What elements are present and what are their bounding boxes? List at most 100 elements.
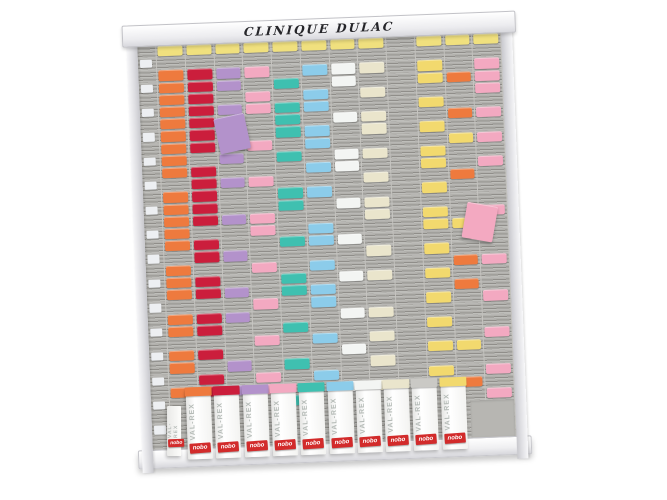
index-slot (145, 241, 163, 254)
card-slot (194, 287, 222, 300)
card-slot (303, 124, 331, 137)
t-card (313, 369, 339, 381)
card-slot (391, 170, 419, 183)
header-card (444, 34, 470, 46)
card-slot (372, 427, 400, 440)
card-slot (198, 385, 226, 398)
card-slot (339, 318, 367, 331)
index-slot (140, 106, 158, 119)
t-card (283, 321, 309, 333)
card-slot (189, 153, 217, 166)
card-slot (429, 413, 457, 426)
card-slot (476, 130, 504, 143)
t-card (245, 90, 271, 103)
index-slot (139, 94, 157, 107)
card-slot (278, 223, 306, 236)
t-card (369, 330, 395, 342)
card-slot (164, 252, 192, 265)
t-card (364, 196, 390, 208)
t-card (342, 380, 368, 392)
card-slot (427, 352, 455, 365)
t-card (424, 267, 450, 279)
index-tab (149, 303, 162, 313)
card-slot (339, 306, 367, 319)
card-slot (158, 93, 186, 106)
card-slot (158, 81, 186, 94)
card-slot (192, 214, 220, 227)
card-slot (474, 81, 502, 94)
t-card (281, 272, 307, 284)
index-tab (152, 401, 166, 410)
card-slot (476, 118, 504, 131)
card-slot (452, 265, 480, 278)
card-slot (156, 44, 184, 57)
t-card (417, 72, 443, 84)
card-slot (329, 50, 357, 63)
card-slot (225, 335, 253, 348)
card-slot (456, 350, 484, 363)
t-card (194, 251, 220, 263)
card-slot (248, 175, 276, 188)
card-slot (278, 211, 306, 224)
card-slot (333, 160, 361, 173)
card-slot (303, 112, 331, 125)
card-slot (220, 201, 248, 214)
t-card (191, 178, 217, 190)
card-slot (332, 135, 360, 148)
t-card (284, 358, 310, 370)
card-slot (195, 299, 223, 312)
t-card (481, 252, 507, 264)
card-slot (427, 364, 455, 377)
card-slot (445, 58, 473, 71)
card-slot (423, 254, 451, 267)
card-slot (307, 234, 335, 247)
index-slot (150, 387, 168, 400)
blank-bottom-panel (470, 398, 516, 441)
header-card (358, 37, 384, 49)
t-card (170, 386, 196, 399)
card-slot (372, 415, 400, 428)
t-card (428, 364, 454, 376)
card-slot (249, 200, 277, 213)
card-slot (227, 384, 255, 397)
card-slot (188, 116, 216, 129)
card-slot (389, 121, 417, 134)
card-slot (253, 322, 281, 335)
card-slot (285, 394, 313, 407)
card-slot (255, 370, 283, 383)
card-slot (305, 161, 333, 174)
card-slot (243, 65, 271, 78)
index-tab (152, 376, 165, 386)
t-card (449, 168, 475, 180)
card-slot (275, 137, 303, 150)
index-tab (139, 59, 153, 69)
card-slot (255, 358, 283, 371)
t-card (254, 334, 280, 346)
card-slot (196, 324, 224, 337)
card-slot (157, 57, 185, 70)
t-card (198, 373, 224, 385)
card-slot (357, 37, 385, 50)
t-card (197, 349, 223, 361)
card-slot (445, 82, 473, 95)
card-slot (448, 155, 476, 168)
t-card (186, 68, 213, 80)
t-card (164, 240, 190, 252)
index-slot (148, 326, 166, 339)
t-card (486, 386, 513, 399)
card-slot (344, 428, 372, 441)
card-slot (170, 410, 198, 423)
card-slot (364, 220, 392, 233)
card-slot (475, 93, 503, 106)
card-slot (273, 89, 301, 102)
card-slot (272, 64, 300, 77)
card-slot (159, 105, 187, 118)
card-slot (256, 383, 284, 396)
card-slot (301, 75, 329, 88)
card-slot (219, 188, 247, 201)
t-card (361, 110, 387, 123)
card-slot (224, 310, 252, 323)
card-slot (191, 202, 219, 215)
card-slot (286, 418, 314, 431)
card-slot (162, 203, 190, 216)
